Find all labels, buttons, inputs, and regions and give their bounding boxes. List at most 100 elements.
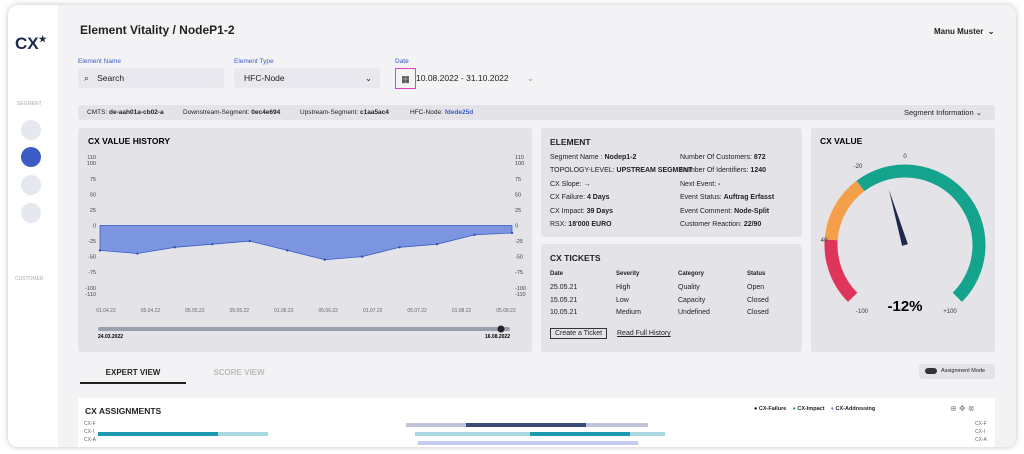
segment-menu[interactable]: Segment Information ⌄ — [904, 108, 982, 117]
x-tick-label: 05.08.22 — [496, 308, 516, 314]
panel-title: CX ASSIGNMENTS — [85, 406, 162, 416]
y-tick-label: 75 — [90, 177, 96, 183]
slider-label: 16.08.2022 — [485, 334, 510, 340]
slider-label: 24.03.2022 — [98, 334, 123, 340]
point — [360, 255, 364, 258]
page-title: Element Vitality / NodeP1-2 — [80, 23, 235, 37]
info-label: CX Impact: — [550, 207, 585, 215]
info-row: Customer Reaction: 22/90 — [680, 221, 761, 228]
element-panel: ELEMENT Segment Name : Nodep1-2 TOPOLOGY-… — [541, 128, 802, 237]
seg-label: Downstream-Segment: — [183, 109, 250, 116]
filter-label: Element Name — [78, 58, 121, 65]
info-value: Node-Split — [734, 207, 770, 215]
info-label: Number Of Identifiers: — [680, 167, 749, 175]
info-value: 1240 — [750, 167, 766, 175]
column-header: Status — [747, 271, 766, 277]
gauge-label: 0 — [903, 154, 907, 160]
nav-icon[interactable] — [21, 203, 41, 223]
y-tick-label: -75 — [88, 270, 96, 276]
point — [286, 249, 289, 252]
gauge: CX VALUE -100 -20 0 40 +100 -12% — [820, 136, 986, 315]
history-link[interactable]: Read Full History — [617, 330, 671, 337]
y-tick-label: -50 — [88, 255, 96, 261]
gauge-label: 40 — [821, 238, 828, 244]
point — [435, 242, 439, 246]
point — [323, 258, 326, 261]
gauge-arc — [856, 164, 986, 302]
info-value: 4 Days — [586, 194, 610, 202]
panel-title: CX TICKETS — [550, 253, 601, 263]
point — [136, 252, 139, 255]
seg-label: HFC-Node: — [410, 109, 443, 116]
info-row: Number Of Customers: 872 — [680, 154, 766, 161]
x-tick-label: 05.04.22 — [141, 308, 161, 314]
row-label: CX-I — [84, 429, 94, 435]
info-label: Event Status: — [680, 194, 722, 202]
y-tick-label: 110 — [515, 155, 524, 161]
info-row: TOPOLOGY-LEVEL: UPSTREAM SEGMENT — [550, 167, 692, 174]
date-select[interactable]: ▦ 10.08.2022 - 31.10.2022 ⌄ — [395, 68, 540, 89]
y-tick-label: -25 — [515, 239, 523, 245]
point — [398, 246, 401, 249]
y-tick-label: -50 — [515, 255, 523, 261]
point — [211, 242, 214, 246]
y-tick-label: 25 — [90, 208, 96, 214]
seg-label: Upstream-Segment: — [300, 109, 359, 116]
info-row: CX Slope: → — [550, 181, 590, 188]
y-tick-label: 50 — [515, 192, 521, 198]
assignments-panel: CX ASSIGNMENTS ● CX-Failure ● CX-Impact … — [78, 398, 995, 447]
info-value: UPSTREAM SEGMENT — [616, 167, 693, 175]
search-input[interactable]: ⌕ Search — [78, 68, 224, 88]
user-menu[interactable]: Manu Muster ⌄ — [934, 27, 995, 36]
y-tick-label: -75 — [515, 270, 523, 276]
info-value: 39 Days — [586, 207, 614, 215]
info-label: Event Comment: — [680, 207, 733, 215]
info-value: 18'000 EURO — [568, 221, 612, 228]
gauge-arc — [824, 180, 865, 241]
legend: ● CX-Failure ● CX-Impact ● CX-Addressing — [754, 406, 876, 412]
info-label: Customer Reaction: — [680, 221, 742, 228]
info-value: 872 — [753, 154, 766, 161]
y-tick-label: 75 — [515, 177, 521, 183]
create-ticket-button[interactable]: Create a Ticket — [550, 328, 608, 339]
cell: 15.05.21 — [550, 296, 578, 304]
column-header: Category — [678, 271, 705, 277]
info-row: Event Status: Auftrag Erfasst — [680, 194, 774, 201]
y-tick-label: 0 — [93, 224, 96, 230]
info-row: CX Failure: 4 Days — [550, 194, 610, 201]
sidebar-section: CUSTOMER — [15, 276, 44, 282]
sidebar — [8, 5, 58, 447]
nav-icon-active[interactable] — [21, 147, 41, 167]
info-row: Next Event: - — [680, 181, 720, 188]
area — [99, 225, 513, 261]
info-label: CX Slope: — [550, 180, 582, 188]
bar — [418, 441, 638, 445]
panel-title: ELEMENT — [550, 137, 591, 147]
info-value: Auftrag Erfasst — [723, 194, 775, 202]
tab-active[interactable]: EXPERT VIEW — [80, 368, 186, 384]
gauge-label: -100 — [856, 309, 869, 315]
seg-value: de-aah01a-cb02-a — [109, 109, 164, 116]
nav-icon[interactable] — [21, 120, 41, 140]
cell: 10.05.21 — [550, 309, 578, 316]
assignment-toggle[interactable]: Assignment Mode — [919, 364, 995, 379]
info-label: Next Event: — [680, 180, 717, 188]
seg-value: fdede25d — [444, 109, 474, 116]
bar — [406, 423, 648, 427]
panel-title: CX VALUE — [820, 136, 863, 146]
cell: Quality — [678, 284, 700, 291]
type-select[interactable]: HFC-Node ⌄ — [234, 68, 380, 88]
info-value: Nodep1-2 — [604, 154, 637, 161]
row-label: CX-A — [84, 437, 96, 443]
filter-label: Element Type — [234, 58, 274, 65]
info-row: Number Of Identifiers: 1240 — [680, 167, 766, 174]
nav-icon[interactable] — [21, 175, 41, 195]
sidebar-section: SEGMENT — [17, 101, 42, 107]
y-tick-label: 100 — [515, 161, 524, 167]
tab[interactable]: SCORE VIEW — [213, 368, 265, 377]
type-value: HFC-Node — [244, 73, 285, 83]
cx-value-panel: CX VALUE -100 -20 0 40 +100 -12% — [811, 128, 995, 352]
tools[interactable]: ⊕ ✥ ⊗ — [950, 404, 975, 413]
tickets-panel: CX TICKETS Create a Ticket Read Full His… — [541, 244, 802, 352]
info-label: Segment Name : — [550, 154, 603, 161]
